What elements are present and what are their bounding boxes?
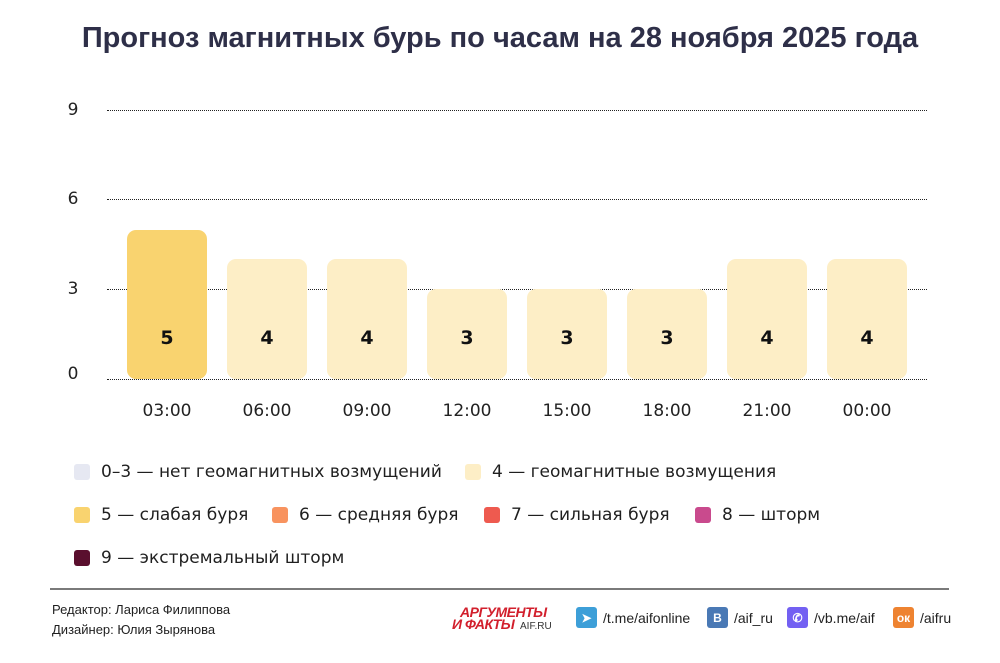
bar-value-label: 4 bbox=[760, 327, 774, 349]
social-odnoklassniki[interactable]: ок /aifru bbox=[893, 607, 951, 628]
aif-logo[interactable]: АРГУМЕНТЫ И ФАКТЫ AIF.RU bbox=[452, 604, 564, 634]
telegram-icon: ➤ bbox=[576, 607, 597, 628]
bar-value-label: 5 bbox=[160, 327, 174, 349]
gridline-6 bbox=[107, 199, 927, 200]
vk-icon: В bbox=[707, 607, 728, 628]
logo-site: AIF.RU bbox=[520, 621, 552, 632]
odnoklassniki-icon: ок bbox=[893, 607, 914, 628]
bar-0900 bbox=[327, 259, 407, 379]
gridline-9 bbox=[107, 110, 927, 111]
bar-0300 bbox=[127, 229, 207, 379]
legend-item-0-3: 0–3 — нет геомагнитных возмущений bbox=[74, 461, 442, 483]
bar-value-label: 4 bbox=[860, 327, 874, 349]
social-vk[interactable]: В /aif_ru bbox=[707, 607, 773, 628]
gridline-0 bbox=[107, 379, 927, 380]
credits: Редактор: Лариса Филиппова Дизайнер: Юли… bbox=[52, 600, 230, 640]
bar-1500 bbox=[527, 289, 607, 379]
designer-credit: Дизайнер: Юлия Зырянова bbox=[52, 622, 216, 637]
x-tick-label: 12:00 bbox=[442, 401, 492, 421]
legend-item-5: 5 — слабая буря bbox=[74, 504, 248, 526]
footer-divider bbox=[50, 588, 949, 590]
logo-line1: АРГУМЕНТЫ bbox=[460, 604, 547, 620]
bar-2100 bbox=[727, 259, 807, 379]
y-tick-3: 3 bbox=[67, 279, 79, 299]
x-tick-label: 18:00 bbox=[642, 401, 692, 421]
legend-swatch bbox=[484, 507, 500, 523]
legend-swatch bbox=[465, 464, 481, 480]
social-viber-text: /vb.me/aif bbox=[814, 609, 875, 626]
legend-label: 7 — сильная буря bbox=[511, 505, 670, 525]
x-tick-label: 21:00 bbox=[742, 401, 792, 421]
x-tick-label: 06:00 bbox=[242, 401, 292, 421]
legend-item-6: 6 — средняя буря bbox=[272, 504, 459, 526]
bar-1800 bbox=[627, 289, 707, 379]
x-tick-label: 15:00 bbox=[542, 401, 592, 421]
bar-chart: 9 6 3 0 5 03:00 4 06:00 4 09:00 3 12:00 3 15:00 3 1… bbox=[67, 100, 927, 421]
bar-0000 bbox=[827, 259, 907, 379]
viber-icon: ✆ bbox=[787, 607, 808, 628]
social-vk-text: /aif_ru bbox=[734, 609, 773, 626]
legend-swatch bbox=[695, 507, 711, 523]
x-tick-label: 03:00 bbox=[142, 401, 192, 421]
bar-1200 bbox=[427, 289, 507, 379]
bar-0600 bbox=[227, 259, 307, 379]
legend-label: 5 — слабая буря bbox=[101, 505, 249, 525]
gridline-3 bbox=[107, 289, 927, 290]
legend-item-9: 9 — экстремальный шторм bbox=[74, 547, 344, 569]
x-tick-label: 09:00 bbox=[342, 401, 392, 421]
social-odnoklassniki-text: /aifru bbox=[920, 609, 952, 626]
legend-item-7: 7 — сильная буря bbox=[484, 504, 670, 526]
legend-swatch bbox=[74, 507, 90, 523]
legend-label: 8 — шторм bbox=[722, 505, 821, 525]
bar-value-label: 3 bbox=[560, 327, 574, 349]
social-viber[interactable]: ✆ /vb.me/aif bbox=[787, 607, 875, 628]
legend-item-4: 4 — геомагнитные возмущения bbox=[465, 461, 776, 483]
x-tick-label: 00:00 bbox=[842, 401, 892, 421]
legend-label: 9 — экстремальный шторм bbox=[101, 548, 345, 568]
legend-label: 6 — средняя буря bbox=[299, 505, 459, 525]
bar-value-label: 3 bbox=[660, 327, 674, 349]
legend-label: 4 — геомагнитные возмущения bbox=[492, 462, 777, 482]
legend-swatch bbox=[272, 507, 288, 523]
bar-value-label: 4 bbox=[260, 327, 274, 349]
legend-label: 0–3 — нет геомагнитных возмущений bbox=[101, 462, 442, 482]
legend-item-8: 8 — шторм bbox=[695, 504, 820, 526]
legend-swatch bbox=[74, 550, 90, 566]
y-tick-9: 9 bbox=[67, 100, 79, 120]
chart-title: Прогноз магнитных бурь по часам на 28 но… bbox=[81, 22, 919, 54]
legend-swatch bbox=[74, 464, 90, 480]
social-telegram[interactable]: ➤ /t.me/aifonline bbox=[576, 607, 690, 628]
bar-value-label: 4 bbox=[360, 327, 374, 349]
editor-credit: Редактор: Лариса Филиппова bbox=[52, 602, 231, 617]
logo-line2: И ФАКТЫ bbox=[452, 616, 515, 632]
social-telegram-text: /t.me/aifonline bbox=[603, 609, 691, 626]
y-tick-0: 0 bbox=[67, 364, 79, 384]
bar-value-label: 3 bbox=[460, 327, 474, 349]
y-tick-6: 6 bbox=[67, 189, 79, 209]
